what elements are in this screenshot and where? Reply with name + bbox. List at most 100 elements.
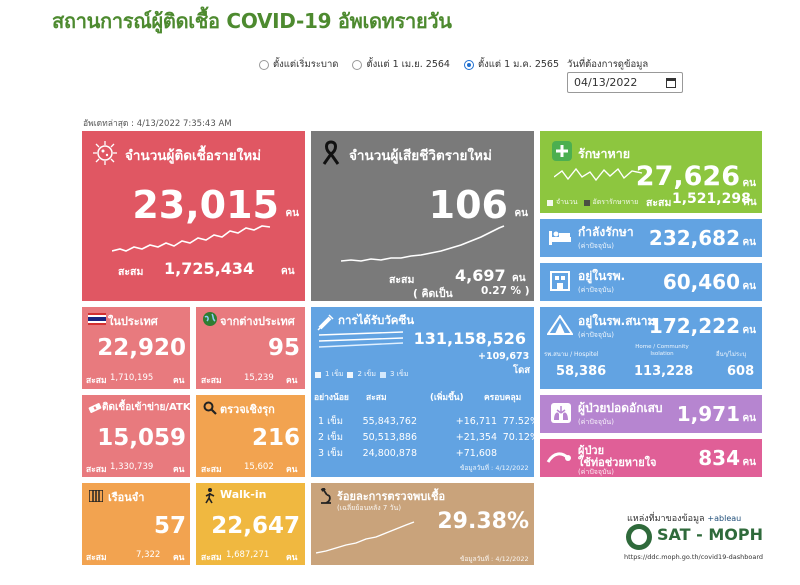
proactive-cum-label: สะสม (201, 465, 222, 475)
legend-swatch (315, 371, 321, 378)
atk-cum-unit: คน (173, 465, 185, 475)
recovered-cum-label: สะสม (646, 197, 672, 209)
date-input[interactable]: 04/13/2022 (567, 72, 683, 93)
recovered-card: รักษาหาย 27,626 คน จำนวน อัตรารักษาหาย ส… (540, 131, 762, 213)
domestic-card: ในประเทศ 22,920 สะสม 1,710,195 คน (82, 307, 190, 389)
positivity-card: ร้อยละการตรวจพบเชื้อ (เฉลี่ยย้อนหลัง 7 ว… (311, 483, 534, 565)
new-cases-cum-label: สะสม (118, 266, 144, 278)
new-deaths-pct-value: 0.27 % ) (481, 285, 530, 297)
field-hospital-card: อยู่ในรพ.สนาม (ค่าปัจจุบัน) 172,222 คน ร… (540, 307, 762, 389)
vaccine-added: +109,673 (478, 351, 530, 362)
field-other-value: 608 (727, 364, 755, 379)
field-hospital-sub: (ค่าปัจจุบัน) (578, 331, 614, 339)
radio-icon[interactable] (352, 59, 363, 70)
source-url[interactable]: https://ddc.moph.go.th/covid19-dashboard (624, 553, 764, 561)
field-hospital-value: 172,222 (648, 314, 740, 338)
vaccine-data-date: ข้อมูลวันที่ : 4/12/2022 (460, 464, 529, 472)
treating-value: 232,682 (648, 226, 740, 250)
microscope-icon (316, 487, 336, 505)
recovered-value: 27,626 (635, 161, 740, 192)
ventilator-label: ผู้ป่วย (578, 444, 605, 457)
field-hospital-label: อยู่ในรพ.สนาม (578, 314, 656, 328)
imported-value: 95 (267, 335, 300, 361)
vaccine-unit: โดส (513, 365, 531, 376)
new-deaths-unit: คน (514, 208, 528, 219)
recovered-cum-value: 1,521,298 (672, 191, 751, 207)
vaccine-table: 1 เข็ม 55,843,762 +16,711 77.52% 2 เข็ม 50,5… (318, 413, 539, 461)
positivity-label: ร้อยละการตรวจพบเชื้อ (337, 490, 446, 503)
imported-cum-label: สะสม (201, 376, 222, 386)
severe-card: ผู้ป่วยปอดอักเสบ (ค่าปัจจุบัน) 1,971 คน (540, 395, 762, 433)
radio-icon[interactable] (259, 59, 269, 70)
positivity-data-date: ข้อมูลวันที่ : 4/12/2022 (460, 555, 529, 563)
recovered-label: รักษาหาย (578, 146, 631, 161)
source-name: SAT - MOPH (657, 525, 763, 544)
table-row: 2 เข็ม 50,513,886 +21,354 70.12% (318, 431, 539, 443)
legend-swatch (379, 371, 386, 378)
virus-icon (90, 139, 120, 167)
vaccine-total: 131,158,526 (413, 329, 526, 348)
new-deaths-card: จำนวนผู้เสียชีวิตรายใหม่ 106 คน สะสม 4,6… (311, 131, 534, 301)
filter-since-apr-2564[interactable]: ตั้งแต่ 1 เม.ย. 2564 (352, 57, 450, 72)
vaccine-legend: 1 เข็ม 2 เข็ม 3 เข็ม (315, 369, 408, 380)
legend-swatch (583, 199, 590, 206)
new-cases-cum-value: 1,725,434 (164, 259, 255, 278)
ventilator-value: 834 (698, 446, 740, 470)
hospital-label: อยู่ในรพ. (578, 269, 626, 283)
new-cases-card: จำนวนผู้ติดเชื้อรายใหม่ 23,015 คน สะสม 1… (82, 131, 305, 301)
filter-since-outbreak[interactable]: ตั้งแต่เริ่มระบาด (259, 57, 338, 72)
walkin-label: Walk-in (220, 488, 267, 501)
positivity-sub: (เฉลี่ยย้อนหลัง 7 วัน) (337, 504, 402, 512)
bed-icon (548, 226, 572, 248)
page-title: สถานการณ์ผู้ติดเชื้อ COVID-19 อัพเดทรายว… (52, 9, 452, 33)
new-deaths-value: 106 (428, 183, 508, 227)
hospital-unit: คน (742, 281, 756, 292)
walkin-card: Walk-in 22,647 สะสม 1,687,271 คน (196, 483, 305, 565)
proactive-value: 216 (251, 425, 300, 451)
radio-selected-icon[interactable] (463, 59, 474, 70)
field-hospital-unit: คน (742, 325, 756, 336)
new-deaths-label: จำนวนผู้เสียชีวิตรายใหม่ (349, 148, 492, 164)
syringe-icon (316, 312, 336, 332)
recovered-cum-unit: คน (743, 197, 757, 208)
new-deaths-pct-prefix: ( คิดเป็น (413, 288, 453, 300)
walking-person-icon (203, 487, 217, 505)
filter-since-jan-2565[interactable]: ตั้งแต่ 1 ม.ค. 2565 (463, 57, 559, 72)
field-home-isolation-label: Home / Community Isolation (635, 344, 689, 357)
vaccine-table-header: อย่างน้อย สะสม (เพิ่มขึ้น) ครอบคลุม (314, 393, 522, 403)
domestic-cum-unit: คน (173, 376, 185, 386)
test-kit-icon (87, 401, 103, 415)
domestic-cum-value: 1,710,195 (110, 373, 154, 383)
atk-value: 15,059 (97, 425, 186, 451)
treating-card: กำลังรักษา (ค่าปัจจุบัน) 232,682 คน (540, 219, 762, 257)
imported-label: จากต่างประเทศ (220, 315, 295, 328)
recovered-unit: คน (742, 178, 756, 189)
proactive-cum-value: 15,602 (244, 462, 274, 472)
tent-icon (546, 314, 574, 336)
atk-cum-value: 1,330,739 (110, 462, 154, 472)
severe-label: ผู้ป่วยปอดอักเสบ (578, 401, 663, 415)
field-hospitel-value: 58,386 (556, 364, 607, 379)
new-cases-unit: คน (285, 208, 299, 219)
ventilator-icon (546, 447, 572, 469)
atk-card: ติดเชื้อเข้าข่าย/ATK 15,059 สะสม 1,330,7… (82, 395, 190, 477)
new-deaths-cum-label: สะสม (389, 274, 415, 286)
recovered-trend (554, 167, 643, 182)
calendar-icon[interactable] (666, 77, 676, 88)
new-cases-value: 23,015 (132, 183, 279, 227)
legend-swatch (347, 371, 354, 378)
imported-cum-unit: คน (286, 376, 298, 386)
globe-icon (201, 310, 219, 328)
ventilator-label-2: ใช้ท่อช่วยหายใจ (578, 456, 657, 469)
last-updated: อัพเดทล่าสุด : 4/13/2022 7:35:43 AM (83, 119, 232, 129)
prison-bars-icon (88, 489, 104, 503)
source-label: แหล่งที่มาของข้อมูล +ableau (627, 514, 742, 524)
ventilator-card: ผู้ป่วย ใช้ท่อช่วยหายใจ (ค่าปัจจุบัน) 83… (540, 439, 762, 477)
severe-sub: (ค่าปัจจุบัน) (578, 418, 614, 426)
prison-label: เรือนจำ (108, 491, 145, 504)
walkin-value: 22,647 (211, 513, 300, 539)
treating-unit: คน (742, 237, 756, 248)
vaccine-trend (319, 331, 404, 348)
treating-sub: (ค่าปัจจุบัน) (578, 242, 614, 250)
magnifier-icon (202, 400, 218, 416)
